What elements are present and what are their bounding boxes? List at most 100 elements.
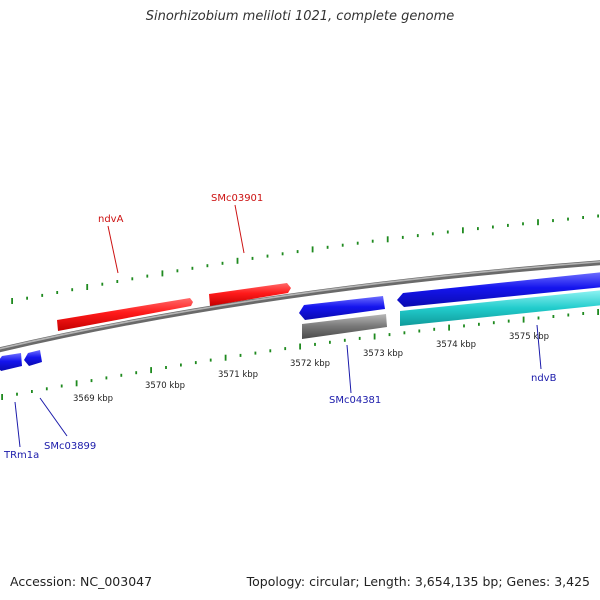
gene-label-SMc03901[interactable]: SMc03901	[211, 193, 263, 204]
gene-ndvB-feature[interactable]	[397, 272, 600, 307]
reverse-track-tick	[269, 349, 272, 353]
reverse-track-tick	[194, 361, 197, 365]
gene-label-SMc04381[interactable]: SMc04381	[329, 395, 381, 406]
reverse-track-tick	[165, 366, 167, 369]
forward-track-tick	[101, 282, 104, 286]
forward-track-tick	[191, 266, 194, 270]
forward-track-tick	[236, 257, 239, 264]
leader-SMc03901	[234, 204, 245, 254]
accession-text: Accession: NC_003047	[10, 574, 153, 589]
map-title: Sinorhizobium meliloti 1021, complete ge…	[145, 9, 455, 24]
forward-track-tick	[176, 269, 179, 273]
leader-SMc03899	[39, 397, 68, 437]
genome-summary-text: Topology: circular; Length: 3,654,135 bp…	[246, 574, 590, 589]
reverse-track-tick	[507, 319, 510, 323]
forward-track-tick	[462, 227, 464, 234]
reverse-track-tick	[254, 351, 257, 355]
forward-track-tick	[41, 293, 44, 297]
reverse-track-tick	[448, 324, 450, 331]
kbp-label-3571: 3571 kbp	[218, 370, 258, 380]
forward-track-tick	[56, 291, 59, 294]
forward-track-tick	[492, 225, 494, 229]
genome-backbone-highlight	[0, 260, 600, 350]
forward-track-tick	[161, 270, 164, 277]
reverse-track-tick	[60, 384, 63, 388]
reverse-track-tick	[343, 338, 346, 342]
forward-track-tick	[552, 219, 554, 223]
kbp-label-3573: 3573 kbp	[363, 349, 403, 359]
forward-track-tick	[116, 280, 119, 283]
forward-track-tick	[26, 296, 28, 300]
reverse-track-tick	[492, 321, 495, 325]
reverse-track-tick	[403, 331, 406, 335]
forward-track-tick	[401, 235, 404, 239]
forward-track-tick	[221, 261, 224, 265]
forward-track-tick	[326, 245, 329, 249]
reverse-track-tick	[105, 376, 108, 380]
reverse-track-tick	[537, 316, 540, 320]
reverse-track-tick	[358, 336, 361, 340]
gene-SMc04381-pseudo-feature	[302, 314, 387, 339]
reverse-track-tick	[582, 312, 585, 315]
reverse-track-tick	[373, 333, 376, 340]
reverse-track-tick	[150, 367, 152, 374]
gene-SMc04381-feature[interactable]	[299, 296, 385, 320]
forward-track-tick	[131, 277, 134, 281]
reverse-track-tick	[224, 354, 227, 361]
gene-ndvA-feature[interactable]	[57, 298, 193, 331]
reverse-track-tick	[209, 358, 212, 362]
kbp-label-3574: 3574 kbp	[436, 340, 476, 350]
forward-track-tick	[266, 254, 269, 258]
gene-SMc03899-feature[interactable]	[24, 350, 42, 366]
leader-ndvA	[107, 225, 119, 274]
reverse-track-tick	[75, 380, 78, 387]
forward-track-tick	[86, 284, 89, 290]
kbp-label-3570: 3570 kbp	[145, 381, 185, 391]
gene-ndvB-cds-feature	[400, 290, 600, 326]
gene-label-ndvB[interactable]: ndvB	[531, 373, 557, 384]
reverse-track-tick	[418, 329, 421, 333]
gene-label-ndvA[interactable]: ndvA	[98, 214, 124, 225]
gene-label-SMc03899[interactable]: SMc03899	[44, 441, 96, 452]
reverse-track-tick	[314, 342, 316, 346]
forward-track-tick	[71, 288, 74, 292]
forward-track-tick	[146, 274, 149, 278]
reverse-track-tick	[329, 340, 331, 344]
forward-track-tick	[311, 246, 314, 253]
forward-track-tick	[567, 217, 569, 221]
leader-TRm1a	[14, 401, 21, 448]
forward-track-tick	[522, 222, 524, 226]
forward-track-tick	[281, 252, 284, 256]
kbp-scale-labels: 3569 kbp 3570 kbp 3571 kbp 3572 kbp 3573…	[73, 332, 549, 404]
gene-TRm1a-feature[interactable]	[0, 353, 22, 371]
reverse-track-tick	[120, 373, 123, 377]
reverse-track-tick	[180, 363, 182, 367]
forward-track-tick	[371, 239, 374, 243]
forward-track-tick	[206, 264, 209, 268]
reverse-track-tick	[522, 316, 525, 323]
forward-tick-track	[11, 214, 599, 304]
forward-track-tick	[477, 227, 479, 231]
reverse-track-tick	[567, 313, 570, 317]
forward-track-tick	[597, 214, 599, 218]
forward-track-tick	[386, 236, 389, 243]
reverse-track-tick	[45, 387, 48, 391]
reverse-track-tick	[284, 347, 287, 351]
leader-ndvB	[536, 324, 542, 370]
genome-backbone	[0, 260, 600, 353]
forward-track-tick	[582, 216, 584, 219]
forward-track-tick	[507, 223, 509, 227]
reverse-track-tick	[463, 324, 465, 328]
forward-track-tick	[446, 230, 449, 234]
gene-label-TRm1a[interactable]: TRm1a	[3, 450, 39, 461]
forward-track-tick	[341, 243, 344, 247]
forward-track-tick	[356, 241, 359, 245]
reverse-track-tick	[90, 379, 93, 383]
forward-track-tick	[296, 250, 299, 254]
reverse-track-tick	[239, 353, 242, 357]
forward-track-tick	[431, 232, 434, 236]
reverse-track-tick	[31, 390, 33, 393]
gene-SMc03901-feature[interactable]	[209, 283, 291, 306]
